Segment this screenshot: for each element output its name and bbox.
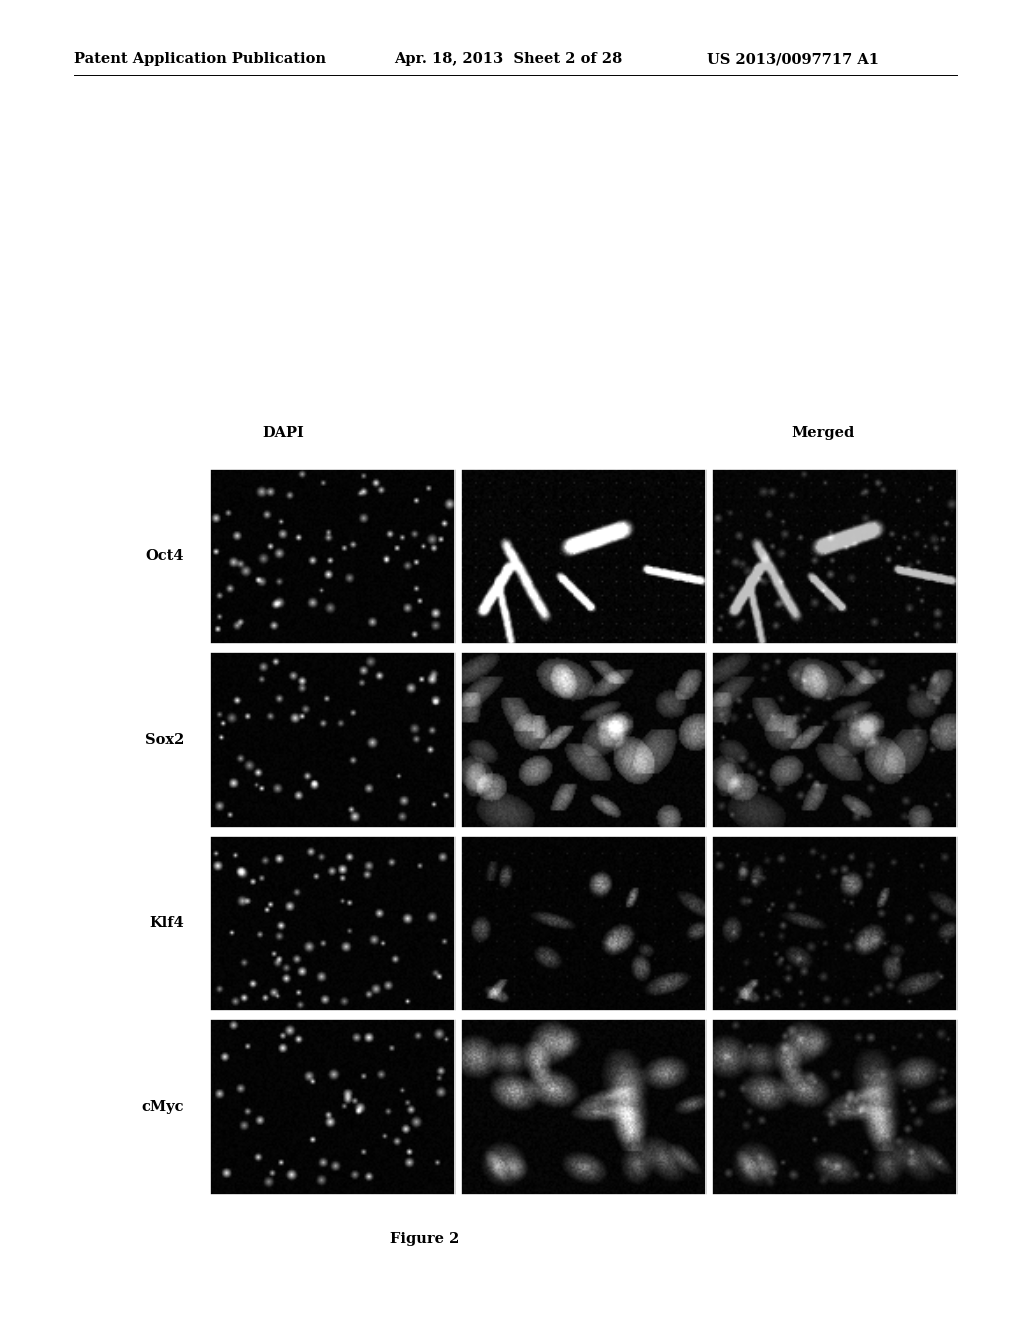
Text: Klf4: Klf4 (150, 916, 184, 931)
Text: Figure 2: Figure 2 (390, 1232, 460, 1246)
Text: Merged: Merged (791, 425, 854, 440)
Text: Sox2: Sox2 (145, 733, 184, 747)
Text: cMyc: cMyc (141, 1100, 184, 1114)
Text: Oct4: Oct4 (145, 549, 184, 564)
Text: Patent Application Publication: Patent Application Publication (74, 53, 326, 66)
Text: DAPI: DAPI (262, 425, 304, 440)
Text: Apr. 18, 2013  Sheet 2 of 28: Apr. 18, 2013 Sheet 2 of 28 (394, 53, 623, 66)
Text: US 2013/0097717 A1: US 2013/0097717 A1 (707, 53, 879, 66)
